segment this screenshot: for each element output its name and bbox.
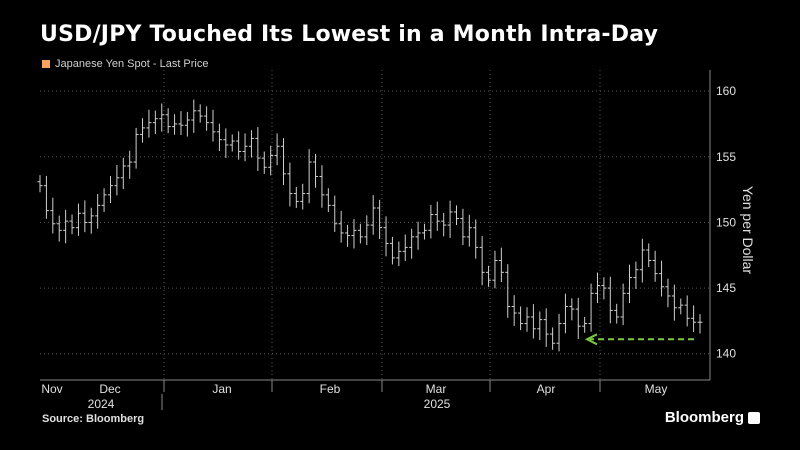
ohlc-bars <box>37 99 703 352</box>
axes: 140 145 150 155 160 Nov Dec Jan Feb Mar Apr May 2024… <box>40 70 736 411</box>
y-tick-label: 155 <box>716 150 736 164</box>
y-axis-label: Yen per Dollar <box>740 185 756 275</box>
legend: Japanese Yen Spot - Last Price <box>42 58 209 70</box>
brand-text: Bloomberg <box>664 409 744 426</box>
legend-swatch <box>42 60 50 68</box>
arrow-head-icon <box>584 333 598 346</box>
annotation <box>584 333 694 346</box>
y-tick-label: 160 <box>716 84 736 98</box>
grid <box>40 70 710 380</box>
y-tick-label: 145 <box>716 281 736 295</box>
x-tick-label: Apr <box>537 382 556 396</box>
x-tick-label: Nov <box>41 382 62 396</box>
x-year-label: 2024 <box>88 397 115 411</box>
x-tick-label: Feb <box>320 382 341 396</box>
y-tick-label: 140 <box>716 347 736 361</box>
bloomberg-logo-icon <box>748 411 760 424</box>
x-tick-label: May <box>645 382 668 396</box>
x-tick-label: Mar <box>426 382 447 396</box>
source-note: Source: Bloomberg <box>42 413 145 425</box>
legend-label: Japanese Yen Spot - Last Price <box>55 58 209 70</box>
x-year-label: 2025 <box>424 397 451 411</box>
chart-title: USD/JPY Touched Its Lowest in a Month In… <box>40 22 659 47</box>
y-tick-label: 150 <box>716 215 736 229</box>
x-tick-label: Jan <box>212 382 231 396</box>
brand-logo: Bloomberg <box>665 409 760 426</box>
x-tick-label: Dec <box>99 382 120 396</box>
